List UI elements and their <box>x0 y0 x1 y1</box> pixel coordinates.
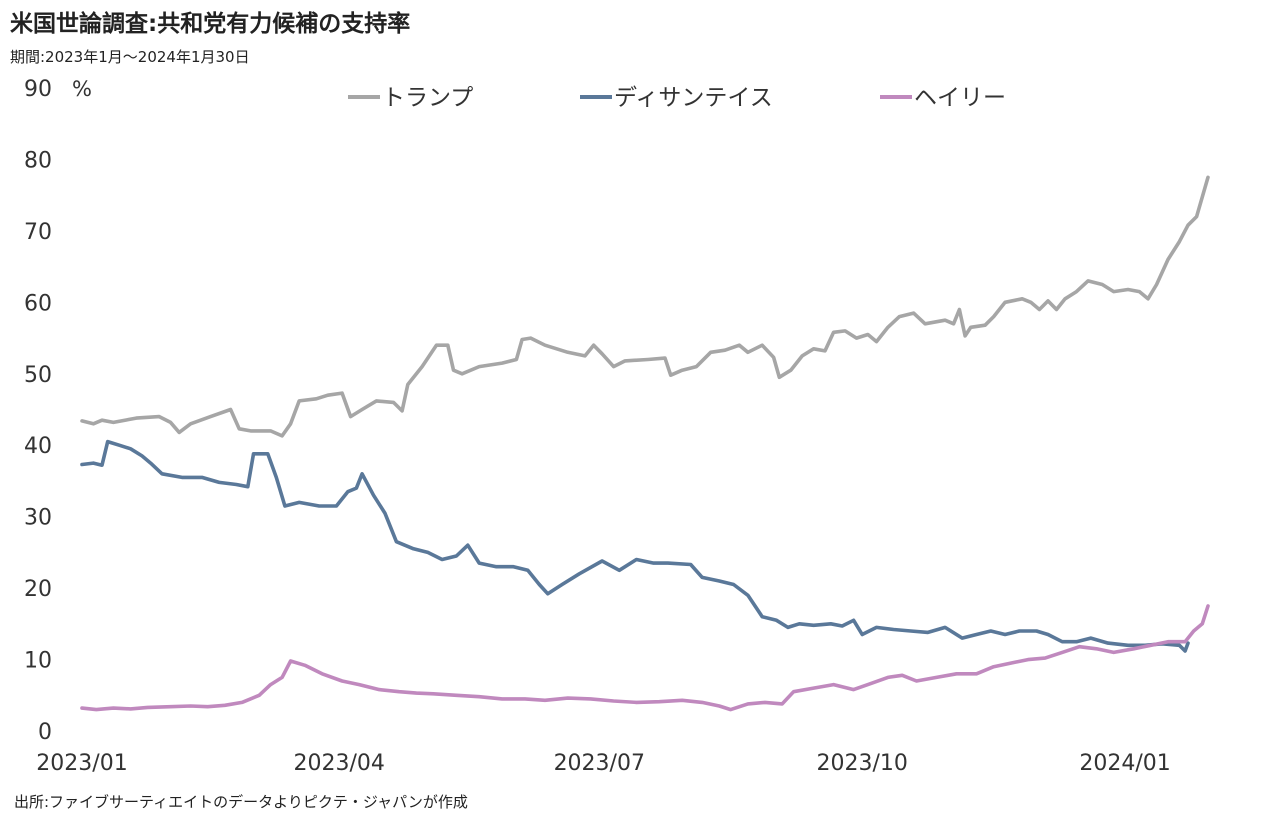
series-line-1 <box>80 175 1210 438</box>
y-tick-label: 30 <box>24 506 52 531</box>
y-tick-label: 90 <box>24 77 52 102</box>
x-tick-label: 2023/07 <box>554 751 645 776</box>
x-tick-label: 2023/01 <box>36 751 127 776</box>
y-tick-label: 80 <box>24 148 52 173</box>
x-axis: 2023/01 2023/04 2023/07 2023/10 2024/01 <box>36 751 1171 776</box>
y-tick-label: 60 <box>24 291 52 316</box>
legend-label: ディサンテイス <box>614 85 773 111</box>
y-tick-label: 0 <box>38 720 52 745</box>
y-tick-label: 50 <box>24 363 52 388</box>
series-line-2 <box>80 439 1190 653</box>
y-tick-label: 70 <box>24 220 52 245</box>
y-tick-label: 40 <box>24 434 52 459</box>
y-tick-label: 10 <box>24 649 52 674</box>
x-tick-label: 2023/10 <box>816 751 907 776</box>
chart-title: 米国世論調査:共和党有力候補の支持率 <box>10 11 411 37</box>
series-line-3 <box>80 604 1210 712</box>
x-tick-label: 2024/01 <box>1079 751 1170 776</box>
legend-label: トランプ <box>382 85 473 111</box>
y-axis-unit: % <box>72 77 92 101</box>
x-tick-label: 2023/04 <box>294 751 385 776</box>
y-axis: 0 10 20 30 40 50 60 70 80 90 <box>24 77 52 745</box>
legend: トランプ ディサンテイス ヘイリー <box>348 85 1006 111</box>
legend-label: ヘイリー <box>914 85 1006 111</box>
source-note: 出所:ファイブサーティエイトのデータよりピクテ・ジャパンが作成 <box>14 793 468 811</box>
series-lines <box>80 175 1210 712</box>
y-tick-label: 20 <box>24 577 52 602</box>
chart-period: 期間:2023年1月～2024年1月30日 <box>10 48 250 66</box>
